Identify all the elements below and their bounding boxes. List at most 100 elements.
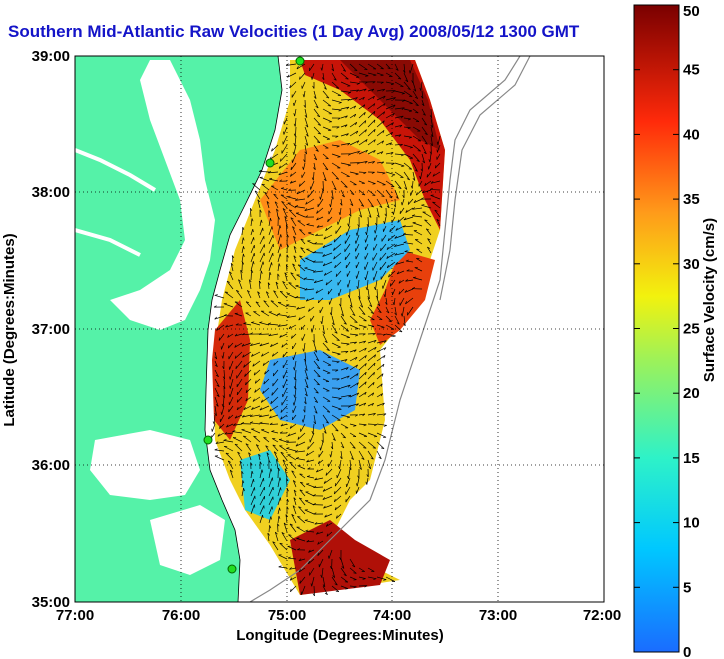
velocity-vector [313,387,319,394]
velocity-vector [269,178,279,182]
velocity-vector-head [258,169,262,172]
velocity-vector [316,216,324,221]
velocity-vector-head [330,446,334,450]
velocity-vector-head [384,213,387,217]
velocity-vector-head [256,444,259,447]
velocity-vector [214,387,220,397]
velocity-vector-head [356,373,359,377]
velocity-vector-head [317,375,321,378]
velocity-vector [296,538,306,542]
velocity-vector [280,414,288,420]
velocity-vector-head [304,115,308,118]
velocity-vector-head [342,436,346,439]
velocity-vector [301,81,306,89]
velocity-vector-head [293,255,297,259]
velocity-vector-head [323,431,327,434]
velocity-vector [284,216,288,227]
velocity-vector-head [286,506,289,510]
velocity-vector [291,514,297,524]
velocity-vector-head [264,371,266,375]
velocity-vector-head [233,423,236,426]
velocity-vector [277,477,281,488]
velocity-vector [296,526,306,533]
velocity-vector-head [326,533,329,537]
velocity-vector-head [364,355,367,359]
velocity-vector-head [346,106,350,110]
velocity-vector [328,207,333,215]
velocity-vector [259,270,262,281]
velocity-vector-head [232,430,236,432]
velocity-vector [385,333,396,337]
velocity-vector [289,423,297,429]
velocity-vector [403,72,409,82]
velocity-vector-head [259,421,263,424]
velocity-vector-head [250,332,254,335]
velocity-vector-head [370,312,374,314]
velocity-vector [322,180,324,191]
velocity-vector-head [224,432,228,435]
velocity-vector [346,225,351,236]
velocity-vector-head [404,289,407,293]
velocity-vector-head [234,355,237,359]
velocity-vector-head [399,144,403,147]
velocity-vector [412,135,422,142]
velocity-vector-head [305,124,309,128]
velocity-vector-head [382,402,385,406]
velocity-vector [407,198,414,205]
velocity-vector-head [323,236,326,240]
velocity-vector [289,81,297,89]
velocity-vector-head [289,577,293,581]
velocity-vector-head [287,74,290,78]
river [75,148,157,192]
velocity-vector [349,403,359,407]
velocity-vector-head [434,165,437,169]
velocity-vector-head [239,460,243,464]
velocity-vector [265,445,270,452]
velocity-vector-head [278,165,281,169]
velocity-vector [304,396,307,405]
velocity-vector [258,280,261,290]
velocity-vector-head [363,172,367,175]
velocity-vector [285,514,288,524]
velocity-vector-head [355,97,358,100]
velocity-vector-head [333,247,335,251]
velocity-vector [376,340,387,344]
velocity-vector [250,478,254,488]
velocity-vector [376,423,387,426]
velocity-vector-head [355,356,358,360]
velocity-vector-head [241,471,244,474]
velocity-vector-head [349,467,352,471]
velocity-vector-head [403,241,407,243]
velocity-vector [385,576,396,582]
velocity-vector [288,534,297,542]
velocity-vector [385,315,392,322]
velocity-vector-head [286,488,289,492]
velocity-vector [259,177,270,182]
velocity-vector [421,90,424,99]
velocity-vector-head [234,415,238,419]
velocity-vector [430,126,434,137]
velocity-vector-head [352,565,356,568]
velocity-vector [250,422,261,425]
velocity-vector-head [270,218,272,222]
velocity-vector [271,185,279,191]
velocity-vector [317,549,324,556]
velocity-vector [331,432,336,441]
plot-frame [74,55,605,603]
velocity-vector [252,183,261,191]
velocity-vector-head [331,196,334,200]
velocity-vector [324,270,333,276]
velocity-vector [403,216,414,221]
velocity-vector [322,135,331,140]
velocity-vector [283,522,288,533]
velocity-vector-head [286,498,289,502]
velocity-vector [434,209,441,218]
velocity-vector-head [365,481,368,485]
velocity-vector [299,489,306,497]
velocity-vector-head [341,313,344,317]
velocity-vector-head [401,107,405,110]
velocity-vector [367,402,374,407]
velocity-vector [340,124,348,128]
velocity-vector-head [314,242,318,245]
velocity-vector [287,315,297,318]
